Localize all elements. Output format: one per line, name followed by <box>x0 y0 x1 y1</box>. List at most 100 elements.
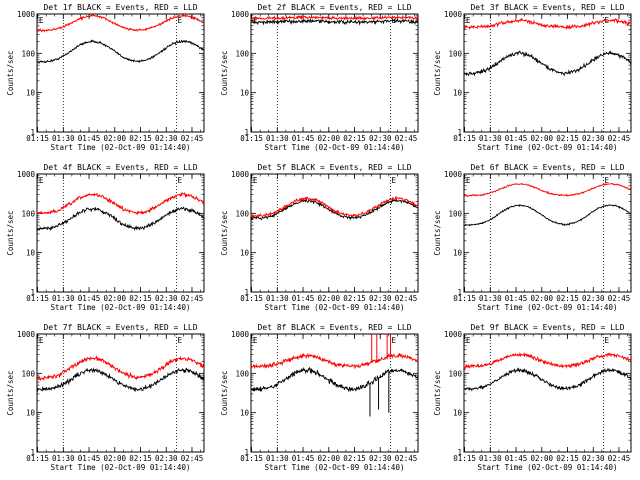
E-marker-label: E <box>39 16 44 25</box>
E-marker-label: E <box>605 176 610 185</box>
x-axis-label: Start Time (02-Oct-09 01:14:40) <box>51 303 191 312</box>
x-tick-label: 02:15 <box>343 134 366 143</box>
x-tick-label: 02:45 <box>181 134 204 143</box>
x-tick-label: 01:45 <box>292 134 315 143</box>
panel-det-6f: Det 6f BLACK = Events, RED = LLD 1 10 100 10… <box>433 163 632 312</box>
y-tick-label: 1 <box>457 128 462 137</box>
x-axis-label: Start Time (02-Oct-09 01:14:40) <box>51 143 191 152</box>
panel-title: Det 3f BLACK = Events, RED = LLD <box>470 3 624 12</box>
panel-title: Det 1f BLACK = Events, RED = LLD <box>43 3 197 12</box>
lld-series-line <box>463 351 632 371</box>
y-tick-label: 1 <box>244 448 249 457</box>
x-tick-label: 01:45 <box>292 454 315 463</box>
events-series-line <box>463 50 632 77</box>
y-tick-label: 1000 <box>17 330 36 339</box>
x-tick-label: 02:00 <box>317 454 340 463</box>
plot-frame <box>36 13 205 133</box>
x-tick-label: 01:15 <box>453 294 476 303</box>
lld-series-line <box>463 17 632 31</box>
x-tick-label: 02:45 <box>608 454 631 463</box>
panel-det-1f: Det 1f BLACK = Events, RED = LLD 1 10 100 10… <box>6 3 205 152</box>
events-series-line <box>250 366 419 393</box>
y-tick-label: 1 <box>244 288 249 297</box>
y-tick-label: 10 <box>26 409 36 418</box>
E-marker-label: E <box>39 176 44 185</box>
y-tick-label: 100 <box>235 209 249 218</box>
plot-frame <box>250 13 419 133</box>
events-series-line <box>250 197 419 221</box>
lld-series-line <box>250 14 419 22</box>
x-tick-label: 02:00 <box>530 134 553 143</box>
y-tick-label: 100 <box>235 369 249 378</box>
x-tick-label: 01:15 <box>240 134 263 143</box>
x-tick-label: 01:15 <box>453 134 476 143</box>
y-tick-label: 100 <box>448 209 462 218</box>
x-tick-label: 02:15 <box>556 454 579 463</box>
plot-frame <box>250 173 419 293</box>
x-tick-label: 01:45 <box>78 294 101 303</box>
x-tick-label: 02:15 <box>343 294 366 303</box>
x-tick-label: 02:00 <box>103 134 126 143</box>
y-tick-label: 100 <box>235 49 249 58</box>
x-tick-label: 02:45 <box>395 454 418 463</box>
x-tick-label: 01:30 <box>52 134 75 143</box>
x-tick-label: 02:45 <box>395 294 418 303</box>
x-tick-label: 02:45 <box>608 294 631 303</box>
panel-det-4f: Det 4f BLACK = Events, RED = LLD 1 10 100 10… <box>6 163 205 312</box>
x-tick-label: 02:45 <box>608 134 631 143</box>
panel-det-7f: Det 7f BLACK = Events, RED = LLD 1 10 100 10… <box>6 323 205 472</box>
x-tick-label: 02:30 <box>155 294 178 303</box>
lld-series-line <box>250 195 419 218</box>
panel-title: Det 5f BLACK = Events, RED = LLD <box>257 163 411 172</box>
x-tick-label: 01:15 <box>26 134 49 143</box>
y-axis-label: Counts/sec <box>6 50 15 95</box>
y-tick-label: 10 <box>453 89 463 98</box>
x-tick-label: 01:30 <box>266 294 289 303</box>
x-tick-label: 01:45 <box>78 454 101 463</box>
x-tick-label: 01:30 <box>266 454 289 463</box>
x-tick-label: 01:15 <box>26 294 49 303</box>
E-marker-label: E <box>605 336 610 345</box>
y-axis-label: Counts/sec <box>6 210 15 255</box>
y-tick-label: 1000 <box>17 10 36 19</box>
y-axis-label: Counts/sec <box>433 210 442 255</box>
y-tick-label: 100 <box>21 49 35 58</box>
E-marker-label: E <box>178 176 183 185</box>
panel-det-8f: Det 8f BLACK = Events, RED = LLD 1 10 100 10… <box>220 323 419 472</box>
x-tick-label: 02:30 <box>369 294 392 303</box>
x-tick-label: 01:30 <box>52 294 75 303</box>
x-tick-label: 02:00 <box>103 294 126 303</box>
y-tick-label: 1 <box>457 288 462 297</box>
x-tick-label: 02:15 <box>556 294 579 303</box>
x-tick-label: 02:15 <box>129 134 152 143</box>
panel-det-3f: Det 3f BLACK = Events, RED = LLD 1 10 100 10… <box>433 3 632 152</box>
panel-det-5f: Det 5f BLACK = Events, RED = LLD 1 10 100 10… <box>220 163 419 312</box>
x-tick-label: 01:30 <box>479 134 502 143</box>
E-marker-label: E <box>39 336 44 345</box>
events-series-line <box>464 367 632 392</box>
y-axis-label: Counts/sec <box>220 210 229 255</box>
y-tick-label: 100 <box>21 209 35 218</box>
x-tick-label: 02:30 <box>369 134 392 143</box>
x-axis-label: Start Time (02-Oct-09 01:14:40) <box>478 463 618 472</box>
y-tick-label: 1 <box>30 288 35 297</box>
E-marker-label: E <box>253 176 258 185</box>
x-tick-label: 02:00 <box>530 294 553 303</box>
events-series-line <box>250 17 419 26</box>
x-tick-label: 02:15 <box>556 134 579 143</box>
x-axis-label: Start Time (02-Oct-09 01:14:40) <box>265 143 405 152</box>
E-marker-label: E <box>466 16 471 25</box>
y-tick-label: 100 <box>448 49 462 58</box>
E-marker-label: E <box>253 336 258 345</box>
y-tick-label: 10 <box>453 409 463 418</box>
E-marker-label: E <box>253 16 258 25</box>
panel-title: Det 9f BLACK = Events, RED = LLD <box>470 323 624 332</box>
y-tick-label: 1000 <box>444 170 463 179</box>
x-tick-label: 02:30 <box>582 294 605 303</box>
y-tick-label: 10 <box>240 409 250 418</box>
y-tick-label: 1 <box>30 128 35 137</box>
events-series-line <box>463 204 632 227</box>
panel-title: Det 4f BLACK = Events, RED = LLD <box>43 163 197 172</box>
x-tick-label: 02:15 <box>129 454 152 463</box>
